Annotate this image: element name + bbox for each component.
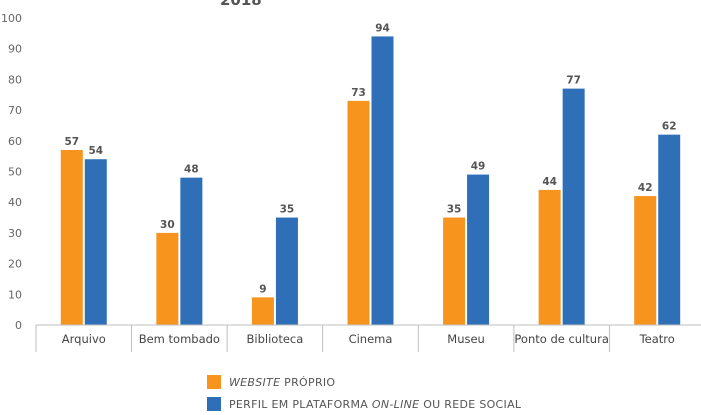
legend-swatch-perfil (207, 397, 221, 411)
data-label: 35 (447, 204, 462, 216)
data-label: 77 (566, 75, 581, 87)
y-tick-label: 70 (8, 104, 22, 117)
bar-perfil-6 (658, 134, 681, 325)
data-label: 94 (375, 22, 390, 34)
bar-website-4 (443, 217, 466, 325)
y-tick-label: 80 (8, 73, 22, 86)
y-tick-label: 10 (8, 288, 22, 301)
y-tick-label: 100 (1, 12, 22, 25)
y-axis: 0 10 20 30 40 50 60 70 80 90 100 (1, 12, 22, 332)
category-label: Museu (447, 332, 485, 346)
data-label: 44 (542, 176, 557, 188)
chart-title-fragment: 2018 (220, 0, 262, 9)
bar-website-3 (347, 100, 370, 325)
y-tick-label: 90 (8, 43, 22, 56)
data-label: 49 (471, 161, 486, 173)
bar-perfil-3 (371, 36, 394, 326)
category-label: Bem tombado (139, 332, 220, 346)
category-label: Biblioteca (247, 332, 304, 346)
y-tick-label: 60 (8, 135, 22, 148)
data-label: 42 (638, 182, 653, 194)
y-tick-label: 20 (8, 258, 22, 271)
legend-swatch-website (207, 375, 221, 389)
y-tick-label: 40 (8, 196, 22, 209)
bar-perfil-5 (562, 88, 585, 325)
legend-item-perfil: PERFIL EM PLATAFORMA ON-LINE OU REDE SOC… (207, 393, 521, 415)
bar-website-5 (538, 189, 561, 325)
bars: 57 54 30 48 9 35 73 94 35 49 44 77 42 62 (60, 22, 681, 326)
bar-website-2 (251, 297, 274, 325)
data-label: 30 (160, 219, 175, 231)
bar-perfil-1 (180, 177, 203, 325)
bar-website-1 (156, 232, 179, 325)
data-label: 62 (662, 121, 677, 133)
legend-item-website: WEBSITE PRÓPRIO (207, 371, 521, 393)
category-label: Arquivo (62, 332, 106, 346)
category-label: Cinema (349, 332, 393, 346)
category-label: Teatro (639, 332, 675, 346)
data-label: 57 (64, 136, 79, 148)
bar-chart: 0 10 20 30 40 50 60 70 80 90 100 57 54 30 48 9 35 73 94 35… (1, 12, 701, 352)
x-axis: Arquivo Bem tombado Biblioteca Cinema Museu P… (35, 324, 701, 352)
data-label: 48 (184, 164, 199, 176)
bar-website-0 (60, 150, 83, 325)
bar-perfil-0 (84, 159, 107, 325)
y-tick-label: 50 (8, 166, 22, 179)
data-label: 54 (88, 145, 103, 157)
data-label: 73 (351, 87, 366, 99)
legend-label-website: WEBSITE PRÓPRIO (229, 375, 336, 389)
legend-label-perfil: PERFIL EM PLATAFORMA ON-LINE OU REDE SOC… (229, 397, 522, 411)
bar-website-6 (634, 196, 657, 325)
y-tick-label: 30 (8, 227, 22, 240)
data-label: 35 (280, 204, 295, 216)
data-label: 9 (259, 283, 266, 295)
bar-perfil-2 (275, 217, 298, 325)
y-tick-label: 0 (15, 319, 22, 332)
category-label: Ponto de cultura (514, 332, 608, 346)
legend: WEBSITE PRÓPRIO PERFIL EM PLATAFORMA ON-… (207, 371, 521, 415)
bar-perfil-4 (467, 174, 490, 325)
